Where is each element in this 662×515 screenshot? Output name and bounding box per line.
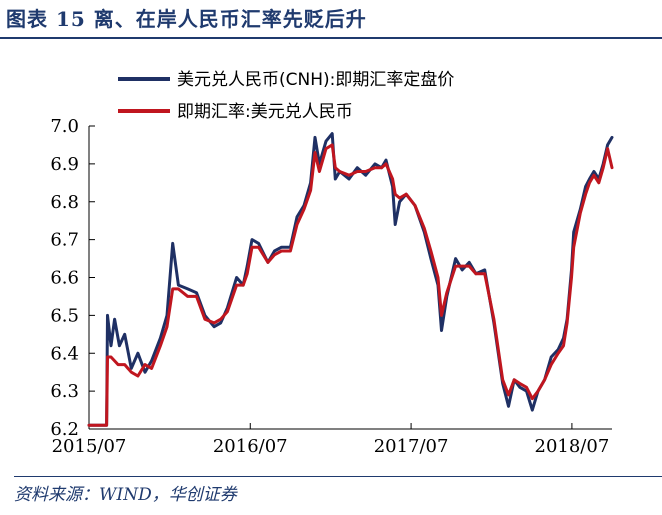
series-line-cny: [87, 143, 614, 427]
plot-area: 7.0 6.9 6.8 6.7 6.6 6.5 6.4 6.3 6.2 2015/07 2016/…: [50, 116, 614, 457]
x-tick-label: 2017/07: [374, 436, 449, 457]
y-tick-label: 6.2: [50, 419, 79, 440]
y-tick-label: 6.3: [50, 381, 79, 402]
source-note: 资料来源：WIND，华创证券: [14, 485, 237, 505]
y-tick-label: 7.0: [50, 116, 79, 137]
y-tick-label: 6.7: [50, 230, 79, 251]
y-axis-ticks: 7.0 6.9 6.8 6.7 6.6 6.5 6.4 6.3 6.2: [50, 116, 95, 440]
y-tick-label: 6.4: [50, 343, 79, 364]
legend-label-cnh: 美元兑人民币(CNH):即期汇率定盘价: [177, 70, 454, 90]
line-chart: 7.0 6.9 6.8 6.7 6.6 6.5 6.4 6.3 6.2 2015/07 2016/…: [50, 70, 614, 457]
source-rule: [14, 476, 662, 477]
title-rule: [0, 37, 662, 39]
x-tick-label: 2016/07: [213, 436, 288, 457]
x-axis-ticks: 2015/07 2016/07 2017/07 2018/07: [52, 423, 610, 457]
legend-label-cny: 即期汇率:美元兑人民币: [177, 102, 353, 122]
x-tick-label: 2018/07: [535, 436, 610, 457]
series-line-cnh: [87, 132, 614, 427]
y-tick-label: 6.6: [50, 268, 79, 289]
y-tick-label: 6.9: [50, 154, 79, 175]
series-layer: [87, 132, 614, 427]
x-tick-label: 2015/07: [52, 436, 127, 457]
figure-title: 图表 15 离、在岸人民币汇率先贬后升: [6, 7, 367, 31]
legend: 美元兑人民币(CNH):即期汇率定盘价 即期汇率:美元兑人民币: [118, 70, 454, 122]
y-tick-label: 6.8: [50, 192, 79, 213]
y-tick-label: 6.5: [50, 305, 79, 326]
